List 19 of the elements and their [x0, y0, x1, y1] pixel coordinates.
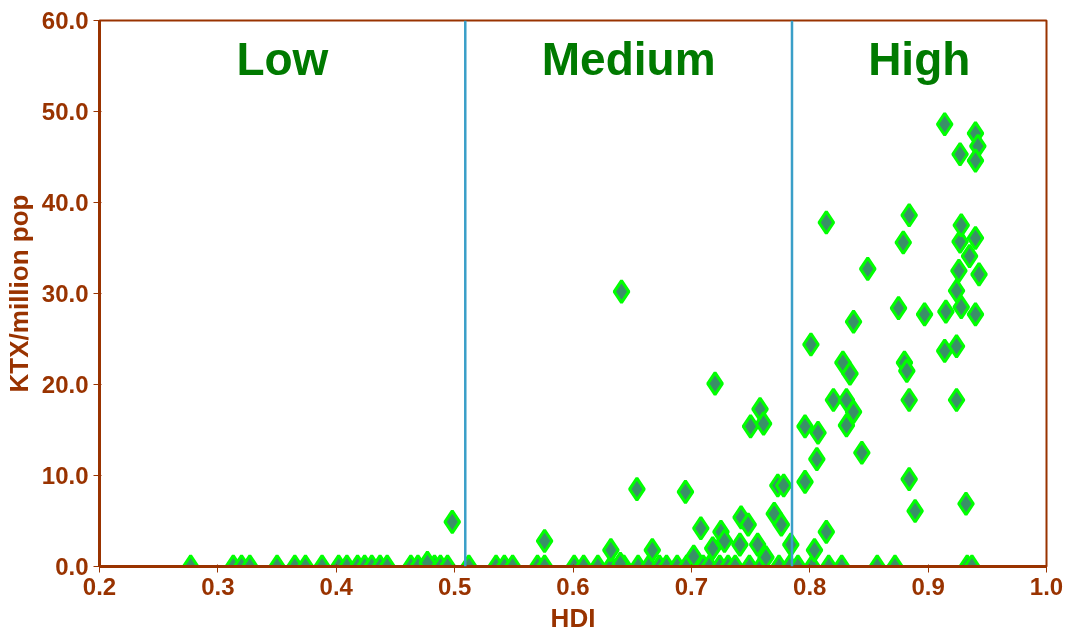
x-tick-label: 0.5 [437, 572, 472, 600]
annotation: Medium [541, 32, 716, 85]
y-tick-label: 50.0 [41, 98, 89, 125]
y-tick-label: 20.0 [41, 371, 89, 398]
x-tick-label: 1.0 [1029, 572, 1064, 600]
y-tick-label: 60.0 [41, 7, 89, 34]
x-tick-label: 0.4 [319, 572, 354, 600]
annotation: High [868, 32, 971, 85]
annotation: Low [236, 32, 329, 85]
y-axis-title: KTX/million pop [3, 194, 34, 393]
y-tick-label: 40.0 [41, 189, 89, 216]
x-tick-label: 0.8 [793, 572, 827, 600]
x-tick-label: 0.3 [201, 572, 235, 600]
x-tick-label: 0.7 [674, 572, 709, 600]
x-tick-label: 0.6 [556, 572, 590, 600]
y-tick-label: 10.0 [41, 462, 89, 489]
y-tick-label: 30.0 [41, 280, 89, 307]
x-axis-title: HDI [550, 602, 596, 633]
x-tick-label: 0.9 [911, 572, 945, 600]
